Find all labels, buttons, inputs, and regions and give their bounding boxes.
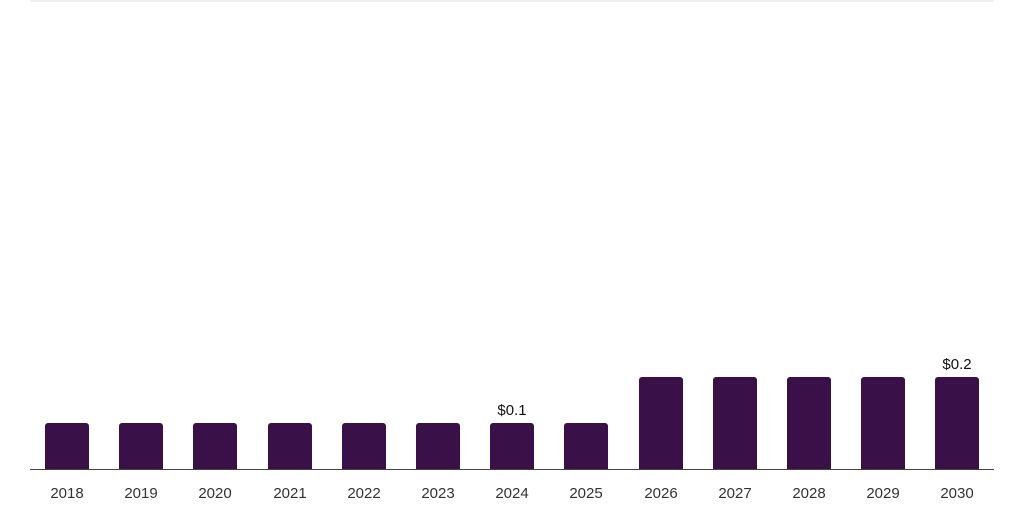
bar-2023 <box>416 423 460 470</box>
bar-2022 <box>342 423 386 470</box>
top-divider <box>30 0 994 2</box>
bar-2026 <box>639 377 683 470</box>
x-tick-label: 2030 <box>940 485 974 502</box>
x-tick-label: 2018 <box>50 485 84 502</box>
x-tick-label: 2023 <box>421 485 455 502</box>
x-tick-label: 2022 <box>347 485 381 502</box>
x-tick-label: 2020 <box>198 485 232 502</box>
bar-2028 <box>787 377 831 470</box>
x-tick-label: 2027 <box>718 485 752 502</box>
bar-2020 <box>193 423 237 470</box>
bar-2021 <box>268 423 312 470</box>
bar-2027 <box>713 377 757 470</box>
x-tick-label: 2029 <box>866 485 900 502</box>
data-label-2030: $0.2 <box>942 356 972 373</box>
x-tick-label: 2026 <box>644 485 678 502</box>
bar-2024 <box>490 423 534 470</box>
bar-2030 <box>935 377 979 470</box>
bar-2025 <box>564 423 608 470</box>
data-label-2024: $0.1 <box>497 402 527 419</box>
x-tick-label: 2019 <box>124 485 158 502</box>
x-axis-line <box>30 469 994 470</box>
bar-2029 <box>861 377 905 470</box>
x-tick-label: 2028 <box>792 485 826 502</box>
x-tick-label: 2024 <box>495 485 529 502</box>
bar-2019 <box>119 423 163 470</box>
x-tick-label: 2025 <box>569 485 603 502</box>
x-tick-label: 2021 <box>273 485 307 502</box>
bar-2018 <box>45 423 89 470</box>
